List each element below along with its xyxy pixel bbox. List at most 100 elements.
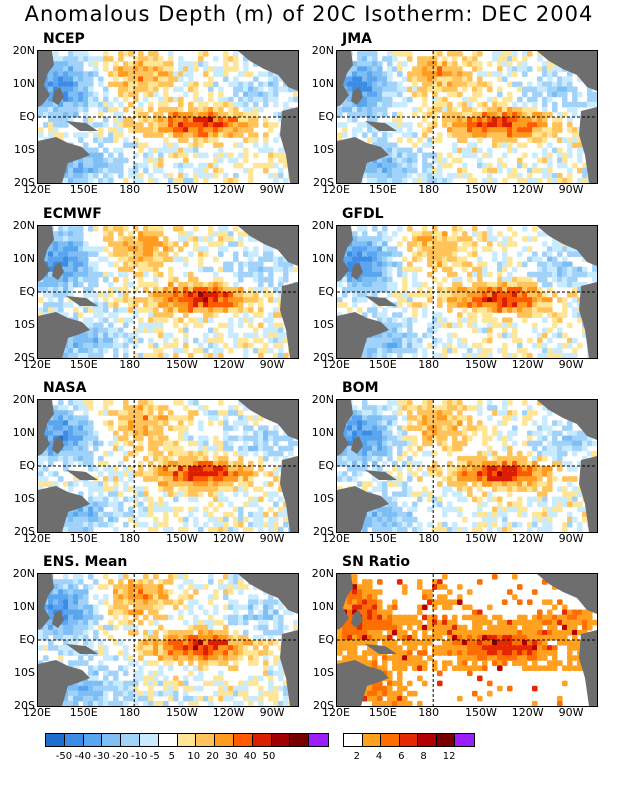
panel-title: ECMWF — [43, 206, 102, 222]
lon-tick-label: 180 — [119, 183, 141, 196]
lat-tick-label: 10S — [14, 143, 35, 156]
contour-field — [38, 51, 298, 183]
colorbar-swatch — [381, 734, 400, 746]
panel-title: JMA — [342, 31, 372, 47]
lon-tick-label: 90W — [259, 532, 285, 545]
map-bom — [336, 399, 598, 533]
panel-title: NCEP — [43, 31, 85, 47]
lon-tick-label: 120E — [322, 358, 350, 371]
colorbar-label: 40 — [243, 751, 257, 762]
lon-tick-label: 180 — [418, 706, 440, 719]
lon-tick-label: 180 — [119, 706, 141, 719]
lon-tick-label: 90W — [259, 358, 285, 371]
lon-tick-label: 90W — [558, 183, 584, 196]
colorbar-label: 4 — [375, 751, 383, 762]
lat-tick-label: 10N — [311, 600, 334, 613]
contour-field — [38, 574, 298, 706]
lon-tick-label: 90W — [259, 706, 285, 719]
lon-tick-label: 120W — [212, 183, 245, 196]
lon-tick-label: 120W — [212, 532, 245, 545]
lon-tick-label: 120W — [212, 706, 245, 719]
colorbar-swatch — [418, 734, 437, 746]
lat-tick-label: 10N — [12, 600, 35, 613]
map-sn-ratio — [336, 573, 598, 707]
lat-tick-label: 20S — [14, 699, 35, 712]
colorbar-label: -10 — [131, 751, 148, 762]
panel-title: GFDL — [342, 206, 384, 222]
lon-tick-label: 120W — [212, 358, 245, 371]
colorbar-swatch — [177, 734, 197, 746]
lon-tick-label: 120W — [511, 358, 544, 371]
colorbar-label: 20 — [206, 751, 219, 762]
lon-tick-label: 120E — [23, 532, 51, 545]
lon-tick-label: 150W — [465, 532, 497, 545]
colorbar-swatch — [455, 734, 474, 746]
lon-tick-label: 150W — [465, 358, 497, 371]
lat-tick-label: 10N — [311, 426, 334, 439]
colorbar-swatch — [158, 734, 178, 746]
colorbar-swatch — [83, 734, 103, 746]
lat-tick-label: 10S — [313, 143, 334, 156]
colorbar-swatch — [344, 734, 363, 746]
lon-tick-label: 150E — [368, 706, 397, 719]
lat-tick-label: EQ — [318, 459, 334, 472]
colorbar-swatch — [102, 734, 122, 746]
sn-ratio-colorbar — [343, 733, 475, 747]
lon-tick-label: 90W — [558, 532, 584, 545]
lat-tick-label: 20N — [311, 393, 334, 406]
lon-tick-label: 90W — [259, 183, 285, 196]
lat-tick-label: EQ — [19, 110, 35, 123]
lat-tick-label: 10N — [12, 426, 35, 439]
colorbar-swatch — [436, 734, 456, 746]
lon-tick-label: 120E — [322, 532, 350, 545]
lon-tick-label: 180 — [119, 532, 141, 545]
lat-tick-label: EQ — [318, 633, 334, 646]
lon-tick-label: 180 — [418, 183, 440, 196]
map-ncep — [37, 50, 299, 184]
lon-tick-label: 90W — [558, 358, 584, 371]
map-ecmwf — [37, 225, 299, 359]
lat-tick-label: EQ — [19, 285, 35, 298]
contour-field — [38, 226, 298, 358]
contour-field — [337, 51, 597, 183]
lon-tick-label: 150E — [69, 183, 98, 196]
panel-title: SN Ratio — [342, 554, 411, 570]
lat-tick-label: 10S — [14, 318, 35, 331]
lat-tick-label: 20S — [14, 351, 35, 364]
lat-tick-label: 10S — [313, 492, 334, 505]
colorbar-label: -20 — [112, 751, 129, 762]
lon-tick-label: 150W — [166, 183, 198, 196]
map-jma — [336, 50, 598, 184]
lat-tick-label: 10N — [12, 77, 35, 90]
lon-tick-label: 150W — [465, 183, 497, 196]
lon-tick-label: 180 — [418, 358, 440, 371]
colorbar-swatch — [46, 734, 65, 746]
lat-tick-label: 20N — [311, 567, 334, 580]
lon-tick-label: 120E — [322, 183, 350, 196]
lat-tick-label: EQ — [19, 459, 35, 472]
lon-tick-label: 90W — [558, 706, 584, 719]
lat-tick-label: 20N — [12, 393, 35, 406]
lon-tick-label: 150E — [368, 183, 397, 196]
lat-tick-label: 20S — [313, 351, 334, 364]
figure-title: Anomalous Depth (m) of 20C Isotherm: DEC… — [24, 2, 594, 26]
lon-tick-label: 150E — [69, 532, 98, 545]
lat-tick-label: 10N — [311, 252, 334, 265]
lon-tick-label: 120W — [511, 706, 544, 719]
map-gfdl — [336, 225, 598, 359]
colorbar-label: 6 — [398, 751, 405, 762]
lon-tick-label: 180 — [119, 358, 141, 371]
lat-tick-label: 20S — [14, 525, 35, 538]
colorbar-swatch — [399, 734, 419, 746]
colorbar-swatch — [64, 734, 84, 746]
lat-tick-label: 10S — [14, 666, 35, 679]
lat-tick-label: 10S — [14, 492, 35, 505]
anomaly-colorbar — [45, 733, 329, 747]
lon-tick-label: 150E — [368, 358, 397, 371]
lat-tick-label: 20S — [14, 176, 35, 189]
colorbar-swatch — [290, 734, 310, 746]
colorbar-label: 50 — [262, 751, 276, 762]
lon-tick-label: 120W — [511, 532, 544, 545]
colorbar-swatch — [362, 734, 382, 746]
colorbar-swatch — [252, 734, 272, 746]
